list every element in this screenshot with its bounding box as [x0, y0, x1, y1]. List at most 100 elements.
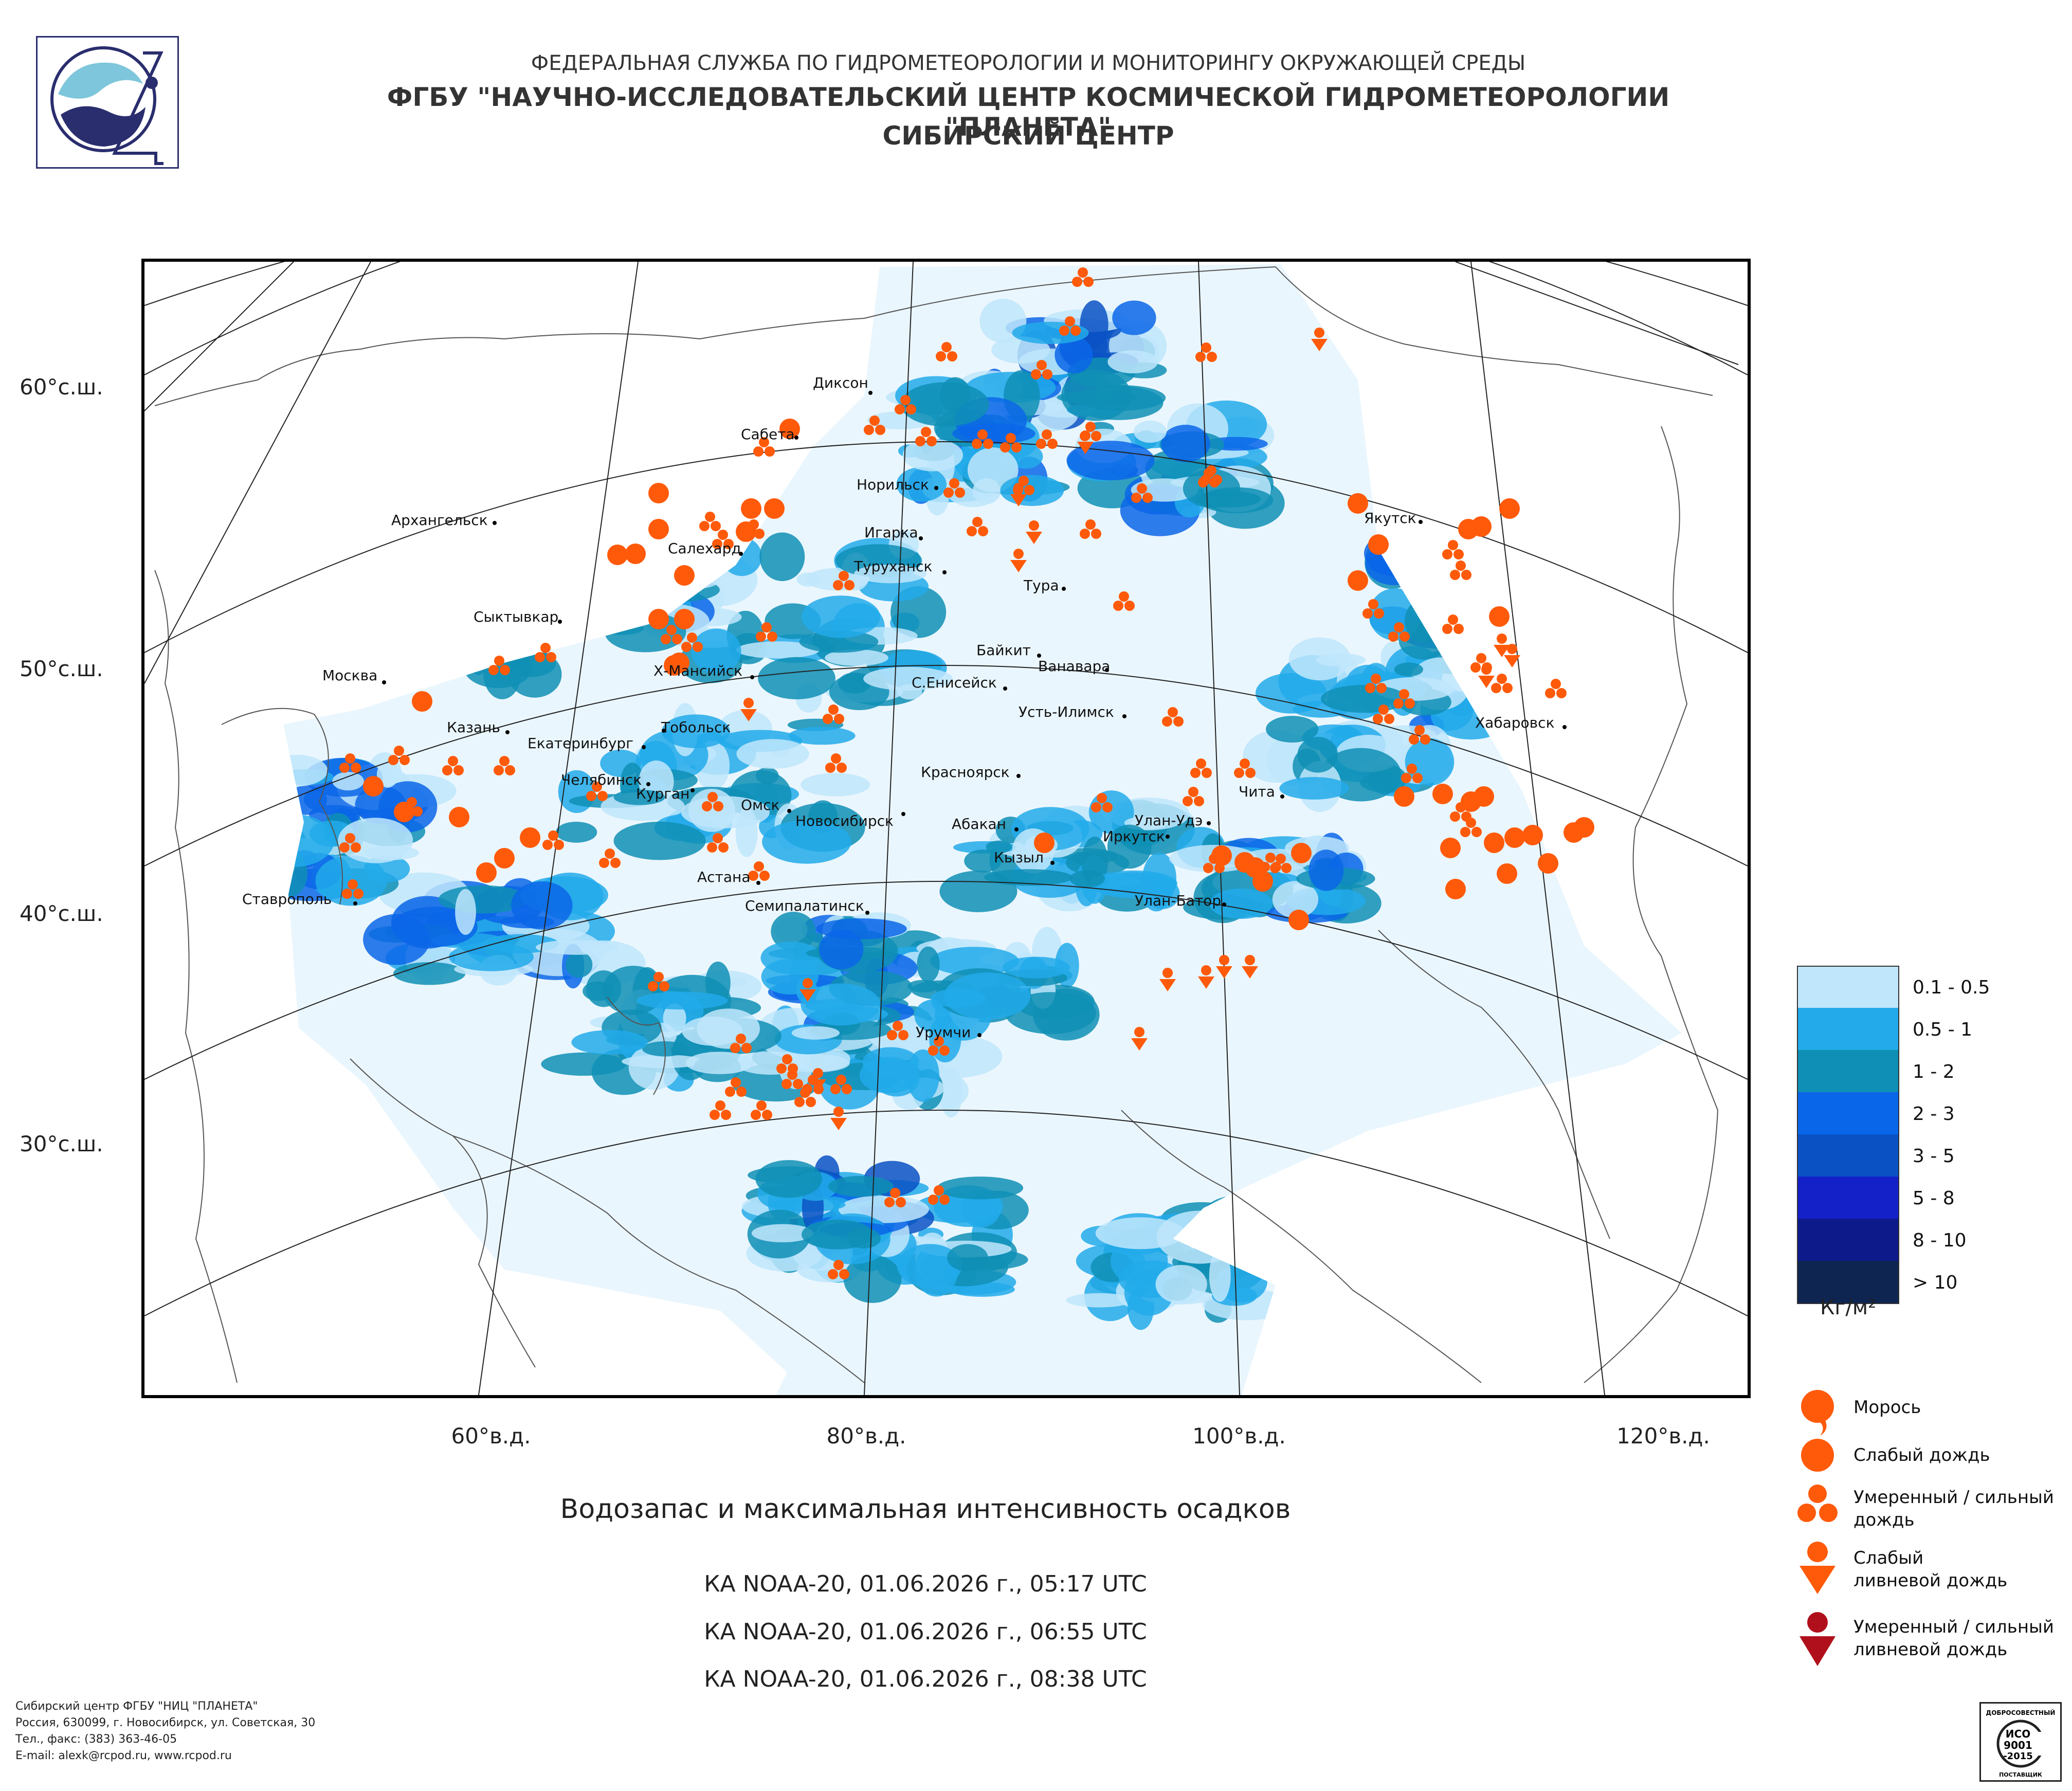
pass-2: КА NOAA-20, 01.06.2026 г., 06:55 UTC: [704, 1619, 1147, 1645]
moderate-rain-icon: [1450, 560, 1471, 580]
svg-text:Казань: Казань: [447, 719, 500, 736]
moderate-rain-icon: [1393, 689, 1415, 709]
moderate-rain-icon: [1190, 758, 1212, 778]
moderate-rain-icon: [648, 972, 669, 991]
moderate-rain-icon: [1460, 818, 1482, 837]
svg-text:9001: 9001: [2004, 1739, 2032, 1751]
legend-swatch-label: 8 - 10: [1913, 1230, 1967, 1251]
city-vanavara: Ванавара: [1038, 658, 1110, 675]
moderate-rain-icon: [830, 1075, 852, 1094]
precip-symbol-legend: [1797, 1390, 1838, 1666]
moderate-rain-icon: [1162, 707, 1184, 727]
city-kyzyl: Кызыл: [994, 849, 1055, 866]
lon-label-100: 100°в.д.: [1192, 1423, 1286, 1449]
light-shower-icon: [810, 1068, 826, 1092]
coastlines: [154, 266, 1719, 1383]
moderate-rain-icon: [781, 1070, 803, 1089]
light-rain-icon: [664, 655, 684, 676]
svg-text:С.Енисейск: С.Енисейск: [912, 674, 997, 691]
svg-text:Якутск: Якутск: [1364, 510, 1416, 527]
light-rain-icon: [412, 691, 432, 712]
lat-label-40: 40°с.ш.: [20, 901, 103, 926]
legend-moderate-rain-label: Умеренный / сильный дождь: [1853, 1487, 2054, 1530]
moderate-rain-icon: [833, 571, 855, 590]
light-rain-icon: [1440, 838, 1461, 858]
light-shower-icon: [1494, 634, 1510, 657]
svg-text:Омск: Омск: [741, 797, 779, 813]
svg-text:Москва: Москва: [322, 667, 377, 684]
moderate-rain-icon: [943, 478, 965, 498]
city-ust-ilimsk: Усть-Илимск: [1019, 703, 1126, 720]
light-rain-icon: [1499, 498, 1520, 519]
moderate-rain-icon: [936, 342, 957, 361]
legend-swatch: [1797, 1261, 1899, 1304]
svg-text:Курган: Курган: [636, 785, 689, 802]
svg-text:Улан-Батор: Улан-Батор: [1135, 892, 1221, 909]
light-shower-icon: [1026, 520, 1042, 544]
light-rain-icon: [648, 483, 669, 503]
lon-label-80: 80°в.д.: [826, 1423, 906, 1449]
drizzle-icon: [1801, 1390, 1834, 1436]
city-tura: Тура: [1023, 577, 1066, 594]
city-khabarovsk: Хабаровск: [1475, 714, 1567, 731]
moderate-rain-icon: [887, 1021, 908, 1040]
svg-text:Челябинск: Челябинск: [561, 771, 642, 788]
light-rain-icon: [363, 776, 384, 797]
svg-text:Екатеринбург: Екатеринбург: [528, 735, 633, 752]
moderate-rain-icon: [702, 792, 723, 811]
city-yakutsk: Якутск: [1364, 510, 1423, 527]
svg-text:Усть-Илимск: Усть-Илимск: [1019, 703, 1114, 720]
moderate-rain-icon: [1409, 725, 1430, 745]
precipitation-symbols: [339, 267, 1594, 1279]
legend-swatch-label: 0.5 - 1: [1913, 1019, 1973, 1040]
light-rain-icon: [1564, 822, 1584, 843]
city-turukhansk: Туруханск: [853, 558, 947, 575]
moderate-rain-icon: [1365, 674, 1387, 693]
city-krasnoyarsk: Красноярск: [921, 764, 1021, 781]
light-rain-icon: [607, 545, 628, 565]
light-rain-icon: [741, 498, 761, 519]
moderate-rain-icon: [884, 1188, 906, 1207]
moderate-rain-icon: [915, 427, 937, 446]
footer-org: Сибирский центр ФГБУ "НИЦ "ПЛАНЕТА": [15, 1700, 258, 1713]
svg-text:Игарка: Игарка: [864, 524, 918, 541]
legend-swatch-label: 5 - 8: [1913, 1188, 1955, 1209]
legend-swatch: [1797, 1050, 1899, 1092]
light-shower-icon: [1131, 1027, 1148, 1051]
svg-text:Красноярск: Красноярск: [921, 764, 1010, 781]
svg-text:Улан-Удэ: Улан-Удэ: [1135, 812, 1203, 829]
moderate-rain-icon: [823, 704, 844, 724]
legend-swatch: [1797, 1008, 1899, 1050]
footer-address: Россия, 630099, г. Новосибирск, ул. Сове…: [15, 1716, 316, 1729]
light-rain-icon: [1471, 516, 1492, 537]
svg-text:Туруханск: Туруханск: [853, 558, 932, 575]
light-rain-icon: [476, 862, 497, 883]
lat-label-60: 60°с.ш.: [20, 374, 103, 400]
moderate-rain-icon: [1797, 1485, 1838, 1522]
legend-swatch-label: 0.1 - 0.5: [1913, 977, 1990, 998]
city-baikit: Байкит: [976, 642, 1041, 659]
city-ulan-ude: Улан-Удэ: [1135, 812, 1211, 829]
pass-1: КА NOAA-20, 01.06.2026 г., 05:17 UTC: [704, 1571, 1147, 1597]
moderate-rain-icon: [1442, 614, 1464, 634]
lon-label-120: 120°в.д.: [1616, 1423, 1710, 1449]
moderate-rain-icon: [1442, 540, 1464, 559]
lat-label-30: 30°с.ш.: [20, 1131, 103, 1156]
city-s-eniseysk: С.Енисейск: [912, 674, 1007, 691]
moderate-rain-icon: [707, 833, 729, 853]
city-syktyvkar: Сыктывкар: [474, 608, 562, 625]
svg-text:Абакан: Абакан: [952, 816, 1006, 833]
moderate-rain-icon: [828, 1260, 849, 1279]
planeta-logo: [36, 36, 179, 169]
moderate-rain-icon: [710, 1100, 731, 1120]
city-chelyabinsk: Челябинск: [561, 771, 650, 788]
light-rain-icon: [1522, 825, 1543, 845]
moderate-rain-icon: [1113, 591, 1135, 611]
svg-text:ПОСТАВЩИК: ПОСТАВЩИК: [1999, 1771, 2042, 1778]
city-novosibirsk: Новосибирск: [795, 812, 905, 829]
moderate-rain-icon: [1201, 465, 1222, 485]
map-canvas: Диксон Сабета Норильск Игарка Туруханск …: [144, 262, 1748, 1395]
moderate-rain-icon: [388, 746, 410, 765]
moderate-rain-icon: [1270, 854, 1292, 873]
header-agency: ФЕДЕРАЛЬНАЯ СЛУЖБА ПО ГИДРОМЕТЕОРОЛОГИИ …: [531, 51, 1526, 75]
